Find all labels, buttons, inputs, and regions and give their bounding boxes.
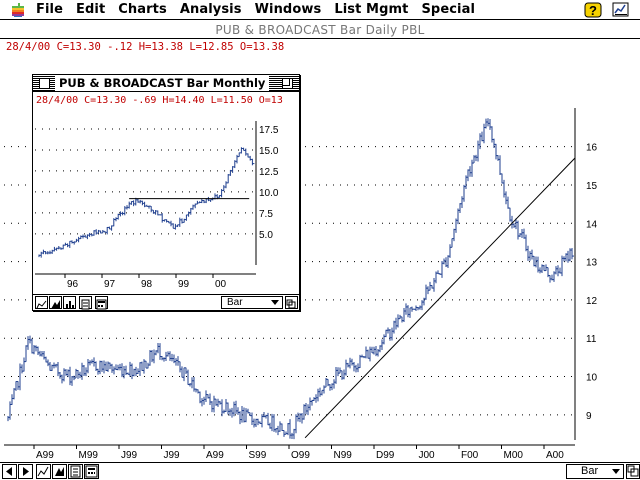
x-tick-label: O99 [291,450,310,461]
calculator-icon[interactable] [95,296,108,310]
x-tick-label: S99 [249,450,267,461]
monthly-price-readout: 28/4/00 C=13.30 -.69 H=14.40 L=11.50 O=1… [36,95,283,106]
chevron-down-icon [271,300,279,305]
zoom-tool-icon[interactable] [52,464,67,479]
x-tick-label: 96 [67,279,79,290]
x-tick-label: M00 [504,450,524,461]
y-tick-label: 7.5 [259,209,273,220]
y-tick-label: 9 [586,411,592,422]
daily-price-chart[interactable]: 9 10 11 12 13 14 15 16 A99 M99 J99 J99 A99 S99 O99 N99 D… [0,40,640,462]
monthly-window-titlebar[interactable]: PUB & BROADCAST Bar Monthly [33,75,299,92]
notes-icon[interactable] [79,296,92,310]
zoom-box-icon[interactable] [282,78,293,89]
menu-bar: File Edit Charts Analysis Windows List M… [0,0,640,20]
menu-analysis[interactable]: Analysis [179,2,242,17]
y-tick-label: 12.5 [259,167,279,178]
resize-grip-icon[interactable] [285,296,298,309]
y-tick-label: 10 [586,373,598,384]
trendline [304,157,576,439]
main-window-title: PUB & BROADCAST Bar Daily PBL [215,23,425,37]
x-tick-label: J99 [164,450,181,461]
application-icon[interactable] [612,2,630,18]
x-tick-label: N99 [334,450,353,461]
x-tick-label: D99 [376,450,395,461]
chart-type-select[interactable]: Bar [566,464,624,479]
svg-text:?: ? [589,3,597,18]
resize-grip-icon[interactable] [626,464,640,479]
main-window-titlebar[interactable]: PUB & BROADCAST Bar Daily PBL [0,21,640,39]
x-tick-label: 00 [215,279,227,290]
monthly-chart-window[interactable]: PUB & BROADCAST Bar Monthly 5.0 7.5 10.0 12… [32,74,300,311]
menu-edit[interactable]: Edit [76,2,106,17]
monthly-chart-type-value: Bar [227,297,243,308]
y-tick-label: 13 [586,258,598,269]
menu-file[interactable]: File [36,2,64,17]
apple-logo-icon[interactable] [10,2,26,18]
y-tick-label: 14 [586,219,598,230]
menu-windows[interactable]: Windows [254,2,322,17]
menu-charts[interactable]: Charts [118,2,167,17]
x-tick-label: 97 [104,279,116,290]
y-tick-label: 12 [586,296,598,307]
line-chart-tool-icon[interactable] [36,464,51,479]
x-tick-label: F00 [461,450,479,461]
chart-type-value: Bar [581,465,599,477]
monthly-window-bottom-bar: Bar [33,294,299,310]
y-tick-label: 16 [586,143,598,154]
scroll-right-icon[interactable] [18,464,33,479]
monthly-chart-type-select[interactable]: Bar [221,296,283,309]
y-tick-label: 5.0 [259,230,273,241]
y-tick-label: 11 [586,334,597,345]
x-tick-label: 99 [178,279,190,290]
price-bars [38,147,255,258]
x-tick-label: A00 [546,450,564,461]
notes-icon[interactable] [68,464,83,479]
y-tick-label: 17.5 [259,125,279,136]
close-box-icon[interactable] [39,78,50,89]
x-tick-label: A99 [36,450,54,461]
price-bars [7,118,574,440]
monthly-window-title: PUB & BROADCAST Bar Monthly [55,76,270,91]
y-tick-label: 15.0 [259,146,279,157]
scroll-left-icon[interactable] [2,464,17,479]
x-tick-label: M99 [79,450,99,461]
main-price-readout: 28/4/00 C=13.30 -.12 H=13.38 L=12.85 O=1… [6,41,285,53]
calculator-icon[interactable] [84,464,99,479]
menu-special[interactable]: Special [421,2,476,17]
main-window-bottom-bar: Bar [0,462,640,480]
y-tick-label: 10.0 [259,188,279,199]
zoom-tool-icon[interactable] [49,296,62,309]
bar-tool-icon[interactable] [63,296,76,309]
x-tick-label: J00 [419,450,436,461]
monthly-price-chart[interactable]: 5.0 7.5 10.0 12.5 15.0 17.5 96 97 98 99 00 [33,93,299,293]
x-tick-label: J99 [121,450,138,461]
line-chart-tool-icon[interactable] [35,296,48,309]
chevron-down-icon [612,469,620,474]
x-tick-label: A99 [206,450,224,461]
x-tick-label: 98 [141,279,153,290]
y-tick-label: 15 [586,181,598,192]
menu-list-mgmt[interactable]: List Mgmt [334,2,409,17]
help-icon[interactable]: ? [584,2,602,18]
